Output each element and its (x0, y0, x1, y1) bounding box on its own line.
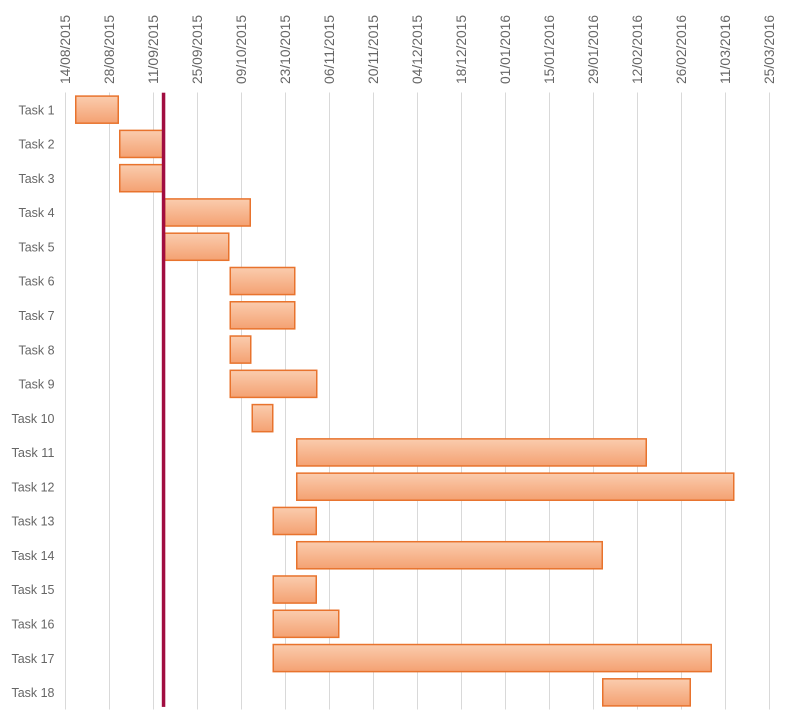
svg-text:23/10/2015: 23/10/2015 (278, 15, 293, 84)
svg-text:Task 16: Task 16 (12, 617, 55, 632)
svg-text:29/01/2016: 29/01/2016 (586, 15, 601, 84)
svg-text:20/11/2015: 20/11/2015 (366, 15, 381, 84)
svg-text:Task 12: Task 12 (12, 479, 55, 494)
svg-text:15/01/2016: 15/01/2016 (542, 15, 557, 84)
svg-text:Task 1: Task 1 (19, 102, 55, 117)
svg-text:25/03/2016: 25/03/2016 (762, 15, 777, 84)
svg-text:Task 9: Task 9 (19, 377, 55, 392)
svg-text:18/12/2015: 18/12/2015 (454, 15, 469, 84)
svg-text:Task 13: Task 13 (12, 514, 55, 529)
svg-text:Task 8: Task 8 (19, 342, 55, 357)
svg-text:Task 5: Task 5 (19, 239, 55, 254)
svg-text:Task 6: Task 6 (19, 274, 55, 289)
svg-text:Task 18: Task 18 (12, 685, 55, 700)
svg-text:Task 14: Task 14 (12, 548, 55, 563)
svg-text:11/09/2015: 11/09/2015 (146, 15, 161, 84)
svg-text:Task 15: Task 15 (12, 582, 55, 597)
svg-text:28/08/2015: 28/08/2015 (102, 15, 117, 84)
svg-text:14/08/2015: 14/08/2015 (58, 15, 73, 84)
svg-text:01/01/2016: 01/01/2016 (498, 15, 513, 84)
svg-text:Task 3: Task 3 (19, 171, 55, 186)
svg-text:Task 2: Task 2 (19, 137, 55, 152)
svg-text:11/03/2016: 11/03/2016 (718, 15, 733, 84)
svg-text:Task 4: Task 4 (19, 205, 55, 220)
svg-text:26/02/2016: 26/02/2016 (674, 15, 689, 84)
svg-text:Task 17: Task 17 (12, 651, 55, 666)
svg-text:Task 11: Task 11 (12, 445, 55, 460)
svg-text:12/02/2016: 12/02/2016 (630, 15, 645, 84)
svg-text:06/11/2015: 06/11/2015 (322, 15, 337, 84)
svg-text:09/10/2015: 09/10/2015 (234, 15, 249, 84)
svg-text:Task 7: Task 7 (19, 308, 55, 323)
svg-text:25/09/2015: 25/09/2015 (190, 15, 205, 84)
svg-text:Task 10: Task 10 (12, 411, 55, 426)
svg-text:04/12/2015: 04/12/2015 (410, 15, 425, 84)
